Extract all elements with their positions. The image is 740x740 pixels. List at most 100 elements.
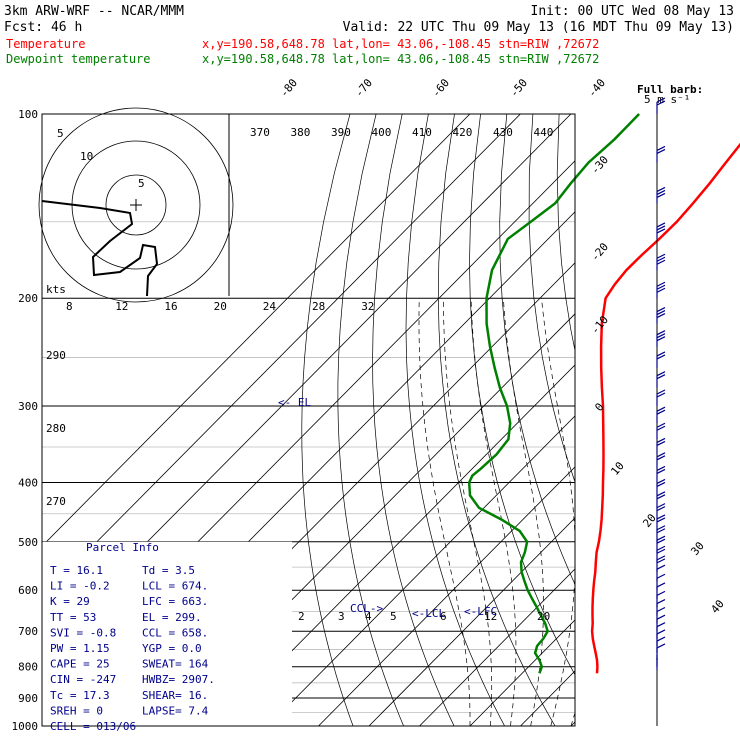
parcel-info-left: SVI = -0.8 [50,626,116,639]
hodograph-ring-label: 5 [138,177,145,190]
parcel-info-left: CAPE = 25 [50,658,110,671]
parcel-info-right: LFC = 663. [142,595,208,608]
plot-frame [41,113,576,727]
parcel-panel-bg [42,541,292,726]
wind-barb [656,465,666,483]
wind-scale-unit: 5 m s⁻¹ [644,93,690,106]
wind-barb [656,437,666,455]
legend-dewpoint-name: Dewpoint temperature [6,52,151,66]
gradient-digit: 2 [298,610,305,623]
parcel-info-left: SREH = 0 [50,704,103,717]
parcel-info-title: Parcel Info [86,541,159,554]
parcel-info-right: LCL = 674. [142,580,208,593]
parcel-info-left: PW = 1.15 [50,642,110,655]
hodograph-speed-label: 16 [164,300,177,313]
hodograph-speed-label: 28 [312,300,325,313]
isotherm [318,466,575,726]
pressure-tick-label: 900 [18,692,38,705]
dry-adiabat [690,114,740,739]
isotherm-label: -10 [588,313,611,337]
hodograph-ring-label: 5 [57,127,64,140]
parcel-info-left: TT = 53 [50,611,96,624]
pressure-tick-label: 400 [18,476,38,489]
moist-adiabat [503,298,544,726]
init-time: Init: 00 UTC Wed 08 May 13 [531,4,735,19]
hodograph-speed-label: 8 [66,300,73,313]
hodograph: 5 10 5 kts [38,107,234,303]
parcel-info-left: CIN = -247 [50,673,116,686]
wind-barb [656,186,666,204]
wind-barb [656,478,666,496]
wind-barb [656,573,666,591]
isotherm [419,568,575,726]
wind-barb [656,503,666,520]
gradient-digit: 4 [365,610,372,623]
isotherm [469,619,575,726]
dry-adiabat [611,114,740,739]
hodograph-speed-label: 24 [263,300,277,313]
hodograph-speed-label: 20 [214,300,227,313]
wind-barb [656,281,666,299]
pressure-tick-label: 1000 [12,720,39,733]
dry-adiabat [664,114,740,739]
theta-label: 400 [372,126,392,139]
theta-label-low: 280 [46,422,66,435]
isotherm-label: 10 [608,459,626,478]
hodograph-speed-label: 12 [115,300,128,313]
wind-barb [656,582,666,599]
isotherm [622,114,740,726]
hodograph-ring [105,174,167,236]
wind-barb [656,307,666,324]
isotherm-label: 20 [640,511,658,530]
hodograph-units: kts [46,283,66,296]
isotherm-label: -40 [585,76,608,100]
dewpoint-temperature-line [467,113,640,674]
gradient-digit: 12 [484,610,497,623]
isotherm [267,415,575,726]
wind-barb-column: Full barb:5 m s⁻¹ [637,83,703,726]
isotherm [42,114,521,598]
legend-temperature-info: x,y=190.58,648.78 lat,lon= 43.06,-108.45… [202,37,599,51]
parcel-info-right: HWBZ= 2907. [142,673,215,686]
wind-barb [656,555,666,572]
parcel-info-left: Tc = 17.3 [50,689,110,702]
wind-barb [656,222,666,239]
theta-label: 410 [412,126,432,139]
theta-label: 390 [331,126,351,139]
parcel-info-left: K = 29 [50,595,90,608]
moist-adiabat [418,298,471,726]
wind-barb [656,389,666,406]
skewt-grid [42,114,740,739]
pressure-tick-label: 700 [18,625,38,638]
dry-adiabat [716,114,740,739]
theta-label: 420 [453,126,473,139]
moist-adiabat [570,711,575,726]
isotherm-label: -20 [588,240,611,264]
isotherm-label: -60 [429,76,452,100]
gradient-digit: 5 [390,610,397,623]
parcel-info-left: T = 16.1 [50,564,103,577]
isotherm-label: -30 [588,153,611,177]
parcel-info-right: YGP = 0.0 [142,642,202,655]
wind-barb [656,514,666,531]
parcel-info-right: SHEAR= 16. [142,689,208,702]
moist-adiabat [541,298,575,726]
dry-adiabat [556,114,575,353]
wind-barb [656,97,666,114]
gradient-digit: 3 [338,610,345,623]
moist-adiabat [470,298,517,726]
moist-adiabat [611,298,707,726]
isotherm [42,114,471,547]
isotherm [723,114,740,726]
isotherm [570,721,575,726]
dry-adiabat [437,114,556,726]
isotherm-label: -70 [352,76,375,100]
wind-scale-label: Full barb: [637,83,703,96]
parcel-info-right: CCL = 658. [142,626,208,639]
hodograph-trace [41,200,159,297]
pressure-tick-label: 200 [18,292,38,305]
isotherm [672,114,740,726]
lcl-annotation: <-LCL [412,607,445,620]
gradient-digit: 6 [440,610,447,623]
